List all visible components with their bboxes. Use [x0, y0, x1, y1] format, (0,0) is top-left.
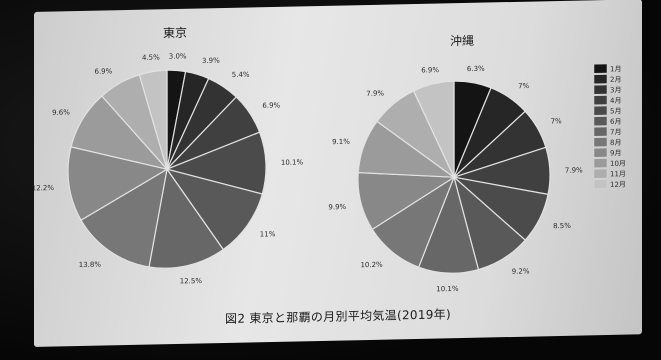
legend-label: 8月 [610, 139, 621, 147]
legend-label: 11月 [610, 170, 626, 178]
legend-label: 1月 [610, 65, 621, 73]
data-label: 4.5% [142, 53, 160, 61]
legend-swatch [593, 74, 608, 85]
legend-swatch [593, 168, 608, 179]
legend-label: 6月 [610, 118, 621, 126]
data-label: 10.1% [436, 285, 459, 293]
legend-swatch [593, 95, 608, 106]
chart-canvas: 東京 3.0% 3.9% 5.4% 6.9% 10.1% 11% 12.5% 13.8% 12.2… [34, 26, 626, 294]
data-label: 7.9% [565, 166, 583, 174]
pie-title: 東京 [163, 26, 187, 41]
pie-slice [138, 69, 168, 170]
data-label: 12.2% [34, 184, 54, 192]
data-label: 12.5% [180, 277, 203, 285]
legend-label: 2月 [610, 76, 621, 84]
data-label: 3.0% [169, 52, 187, 60]
legend-swatch [593, 137, 608, 148]
pie-slice [165, 168, 264, 251]
legend-swatch [593, 105, 608, 116]
legend-label: 10月 [610, 160, 626, 168]
data-label: 9.2% [512, 267, 530, 275]
legend-swatch [593, 179, 608, 190]
data-label: 10.2% [360, 261, 383, 269]
data-label: 9.6% [52, 109, 70, 117]
legend-swatch [593, 158, 608, 169]
pie-slice [148, 167, 225, 269]
legend-swatch [593, 126, 608, 137]
data-label: 6.9% [95, 67, 113, 75]
data-label: 7% [551, 117, 562, 125]
data-label: 3.9% [202, 57, 220, 65]
data-label: 11% [260, 230, 276, 238]
data-label: 6.9% [421, 66, 439, 74]
data-label: 8.5% [553, 222, 571, 230]
data-label: 6.3% [467, 65, 485, 73]
pie-title: 沖縄 [450, 33, 474, 49]
pie-slice [67, 146, 169, 221]
legend-label: 9月 [610, 149, 621, 157]
legend-label: 4月 [610, 97, 621, 105]
data-label: 7% [518, 82, 529, 90]
pie-slice [412, 80, 455, 178]
pie-slice [80, 168, 168, 268]
legend-label: 12月 [610, 181, 626, 189]
legend-swatch [593, 84, 608, 95]
legend-swatch [593, 147, 608, 158]
data-label: 9.1% [332, 138, 350, 146]
legend: 1月 2月 3月 4月 5月 6月 7月 8月 9月 10月 11月 12月 [593, 63, 626, 190]
data-label: 6.9% [262, 101, 280, 109]
data-label: 9.9% [328, 203, 346, 211]
legend-label: 7月 [610, 128, 621, 136]
data-label: 5.4% [232, 71, 250, 79]
legend-label: 3月 [610, 86, 621, 94]
data-label: 10.1% [281, 158, 304, 166]
legend-swatch [593, 63, 608, 74]
data-label: 7.9% [366, 89, 384, 97]
data-label: 13.8% [79, 261, 102, 269]
legend-swatch [593, 116, 608, 127]
legend-label: 5月 [610, 107, 621, 115]
screen: 東京 3.0% 3.9% 5.4% 6.9% 10.1% 11% 12.5% 13.8% 12.2… [34, 0, 642, 347]
